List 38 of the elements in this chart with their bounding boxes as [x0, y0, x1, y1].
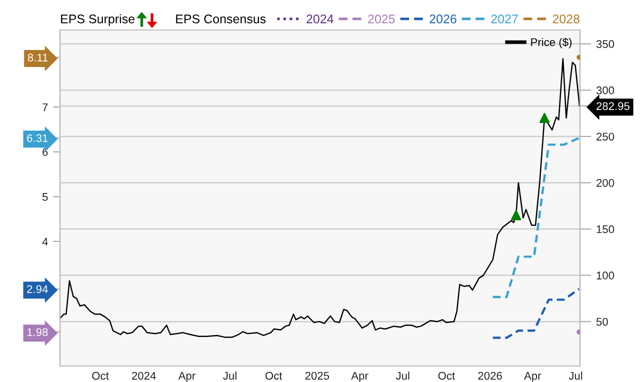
y2-tick-label: 100 [596, 272, 614, 280]
x-tick-label: Apr [351, 372, 368, 382]
y2-tick-label: 50 [596, 318, 608, 326]
line-series [492, 288, 580, 339]
legend-title: EPS Consensus [176, 14, 266, 24]
x-tick-label: Jul [223, 372, 236, 380]
y-tick-label: 8.11 [28, 54, 48, 62]
x-tick-label: 2026 [478, 372, 502, 380]
x-tick-label: Oct [438, 372, 456, 380]
legend-label: 2027 [491, 14, 518, 24]
y2-tick-label: 282.95 [596, 102, 630, 110]
y2-tick-label: 150 [596, 225, 614, 234]
y-tick-label: 2.94 [27, 285, 48, 294]
x-tick-label: Oct [92, 372, 109, 380]
y2-tick-label: 250 [596, 132, 614, 141]
y2-tick-label: 300 [596, 86, 614, 94]
legend-label: 2025 [368, 14, 395, 24]
legend-label: 2024 [306, 14, 334, 24]
legend-label: 2026 [430, 14, 456, 24]
y2-tick-label: 350 [596, 40, 614, 48]
x-tick-label: Oct [265, 372, 282, 380]
x-tick-label: Apr [524, 372, 542, 382]
legend-label: Price ($) [531, 38, 572, 48]
x-tick-label: Jul [568, 372, 582, 380]
legend-label: 2028 [552, 14, 580, 24]
x-tick-label: Jul [396, 372, 410, 380]
line-series [492, 136, 580, 298]
x-tick-label: Apr [178, 372, 196, 382]
text: EPS Surprise [61, 14, 134, 26]
y-tick-label: 5 [42, 193, 48, 201]
y-tick-label: 7 [42, 103, 48, 112]
y-tick-label: 4 [42, 238, 48, 246]
y-tick-label: 6.31 [27, 134, 48, 142]
x-tick-label: 2025 [305, 372, 330, 380]
x-tick-label: 2024 [132, 372, 156, 380]
y2-tick-label: 200 [596, 178, 614, 187]
line-series [60, 58, 580, 338]
y-tick-label: 1.98 [27, 328, 48, 336]
